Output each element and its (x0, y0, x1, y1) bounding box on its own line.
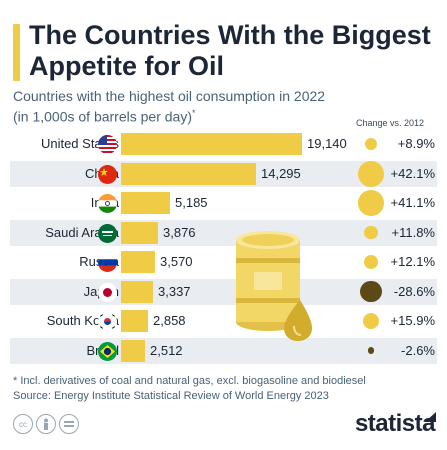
change-dot-cell (358, 220, 384, 246)
data-label: 3,570 (160, 254, 193, 269)
bar (121, 221, 158, 244)
table-row: Saudi Arabia 3,876 +11.8% (0, 219, 447, 246)
data-label: 2,858 (153, 313, 186, 328)
chart-subtitle-text: Countries with the highest oil consumpti… (13, 88, 326, 125)
oil-barrel-icon (236, 231, 312, 341)
table-row: Brazil2,512-2.6% (0, 337, 447, 364)
change-dot (367, 347, 375, 354)
row-shade (10, 337, 437, 364)
saudi-arabia-flag-icon (98, 223, 117, 243)
change-dot-cell (358, 160, 384, 187)
change-column-header: Change vs. 2012 (356, 118, 425, 128)
bar (121, 192, 170, 214)
change-label: +8.9% (397, 136, 435, 151)
change-dot (360, 280, 382, 303)
data-label: 14,295 (261, 165, 301, 181)
bar (121, 133, 302, 155)
change-dot-cell (358, 308, 384, 334)
table-row: Russia3,570+12.1% (0, 249, 447, 275)
change-label: +12.1% (390, 254, 435, 269)
table-row: India5,185+41.1% (0, 190, 447, 216)
south-korea-flag-icon (98, 312, 117, 331)
brazil-flag-icon (98, 341, 117, 361)
table-row: United States 19,140 +8.9% (0, 131, 447, 157)
bar (121, 162, 256, 185)
bar (121, 310, 148, 332)
change-label: +42.1% (390, 165, 435, 181)
change-dot (365, 138, 377, 150)
subtitle-footnote-marker: * (191, 108, 196, 118)
change-label: +11.8% (391, 224, 436, 240)
change-label: +41.1% (390, 195, 435, 210)
us-flag-icon (98, 135, 117, 154)
japan-flag-icon (98, 282, 117, 302)
change-dot-cell (358, 131, 384, 157)
change-dot (364, 225, 378, 240)
change-dot-cell (358, 249, 384, 275)
table-row: China14,295+42.1% (0, 160, 447, 187)
data-label: 2,512 (150, 342, 183, 358)
data-label: 3,337 (158, 283, 191, 299)
footnote-source: Source: Energy Institute Statistical Rev… (13, 390, 329, 402)
change-label: +15.9% (390, 313, 435, 328)
data-label: 19,140 (307, 136, 347, 151)
data-label: 3,876 (163, 224, 196, 240)
china-flag-icon (98, 164, 117, 184)
india-flag-icon (98, 194, 117, 213)
bar (121, 251, 155, 273)
table-row: South Korea 2,858 +15.9% (0, 308, 447, 334)
change-label: -28.6% (393, 283, 435, 299)
chart-title: The Countries With the Biggest Appetite … (29, 20, 431, 81)
change-label: -2.6% (401, 342, 435, 358)
data-label: 5,185 (175, 195, 208, 210)
person-icon[interactable] (36, 414, 56, 434)
change-dot-cell (358, 279, 384, 305)
table-row: Japan3,337-28.6% (0, 278, 447, 305)
change-dot (358, 190, 384, 216)
bar (121, 280, 153, 303)
equals-icon[interactable] (59, 414, 79, 434)
statista-logo-mark (425, 412, 436, 422)
bar (121, 339, 145, 362)
chart-subtitle: Countries with the highest oil consumpti… (13, 88, 343, 126)
change-dot (363, 313, 379, 329)
statista-logo[interactable]: statista (354, 410, 436, 437)
footnote: * Incl. derivatives of coal and natural … (13, 374, 366, 404)
russia-flag-icon (98, 253, 117, 272)
change-dot (364, 255, 378, 269)
title-accent-bar (13, 24, 20, 81)
change-dot (358, 160, 384, 187)
cc-icon[interactable]: cc (13, 414, 33, 434)
change-dot-cell (358, 338, 384, 364)
change-dot-cell (358, 190, 384, 216)
footnote-note: * Incl. derivatives of coal and natural … (13, 375, 366, 387)
license-icons: cc (13, 414, 79, 434)
